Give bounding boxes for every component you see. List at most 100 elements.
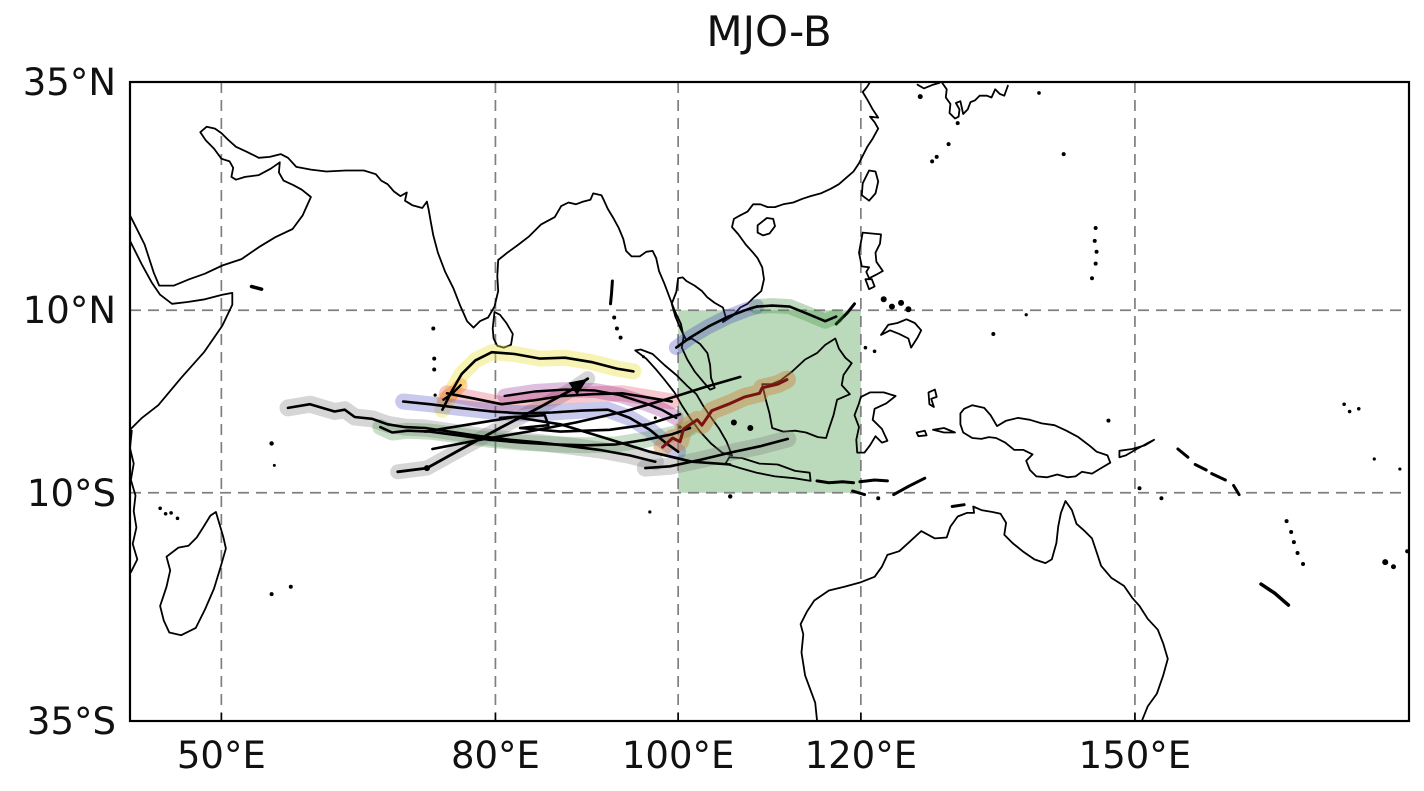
coastline-mindanao	[880, 318, 923, 349]
coastline-mindoro	[864, 278, 876, 291]
coastline-new-guinea	[959, 404, 1112, 479]
island-dot-0	[431, 326, 436, 331]
island-dot-8	[169, 511, 173, 515]
island-bali-lombok-sumbawa	[815, 479, 855, 485]
coastline-australia	[799, 500, 1169, 721]
island-dot-21	[898, 299, 905, 306]
island-dot-9	[175, 516, 180, 521]
island-dot-25	[917, 94, 923, 100]
coastline-borneo	[761, 337, 853, 439]
y-tick-label-10: 10°N	[23, 289, 116, 332]
island-solomons-2	[1193, 463, 1208, 472]
island-new-caledonia	[1259, 582, 1291, 607]
island-dot-13	[728, 494, 733, 499]
island-dot-14	[612, 315, 617, 320]
island-dot-58	[876, 496, 881, 501]
track-line-layer	[286, 304, 838, 474]
island-dot-12	[648, 510, 652, 514]
island-dot-51	[1347, 409, 1352, 414]
island-dot-41	[1159, 496, 1164, 501]
x-tick-label-120: 120°E	[805, 734, 918, 777]
map-frame-layer	[128, 80, 1411, 723]
coastline-hainan	[756, 217, 776, 237]
coastline-japan-south	[941, 82, 1009, 120]
island-flores	[858, 478, 889, 484]
island-dot-37	[1092, 238, 1097, 243]
island-dot-30	[1037, 91, 1041, 95]
island-dot-35	[1093, 261, 1098, 266]
island-dot-15	[614, 326, 619, 331]
island-dot-17	[730, 419, 737, 426]
island-dot-1	[432, 356, 437, 361]
island-dot-50	[1342, 402, 1346, 407]
island-andaman	[609, 279, 614, 306]
island-solomons-3	[1210, 472, 1227, 482]
island-dot-20	[888, 303, 895, 310]
island-dot-26	[930, 159, 935, 164]
purple-track	[503, 388, 678, 420]
blue-northeast-track	[674, 305, 759, 349]
red-track	[445, 391, 674, 406]
island-solomons-4	[1232, 484, 1241, 497]
yellow-track	[441, 350, 635, 412]
island-dot-23	[863, 345, 868, 350]
island-dot-28	[946, 142, 951, 147]
coastline-taiwan	[860, 169, 880, 202]
y-tick-label--35: 35°S	[27, 700, 116, 743]
island-dot-48	[1390, 564, 1396, 570]
green-northeast-track	[755, 304, 838, 323]
island-dot-16	[618, 335, 623, 340]
coastline-seram	[932, 427, 956, 434]
coastline-layer	[129, 81, 1410, 721]
coastline-madagascar	[159, 511, 227, 637]
y-tick-label--10: 10°S	[27, 472, 116, 515]
tan-darkred-track	[661, 378, 789, 449]
island-palawan	[834, 302, 856, 326]
coastline-arabia-redsea-to-gulf	[129, 81, 880, 391]
island-dot-43	[1289, 530, 1294, 535]
island-dot-24	[872, 349, 877, 354]
x-tick-label-80: 80°E	[451, 734, 540, 777]
island-sumba	[851, 489, 866, 497]
coastline-buru	[915, 429, 928, 438]
island-dot-22	[905, 306, 912, 313]
gray-diagonal-track-arrowhead	[568, 378, 588, 395]
coastline-sulawesi	[853, 391, 897, 454]
island-dot-42	[1284, 519, 1289, 524]
island-dot-44	[1291, 540, 1296, 545]
island-dot-19	[880, 296, 887, 303]
coastline-luzon	[858, 231, 884, 280]
island-dot-31	[1061, 152, 1066, 157]
island-dot-34	[1089, 276, 1094, 281]
green-west-track	[378, 425, 692, 447]
coastline-africa-horn	[129, 239, 234, 430]
island-dot-18	[747, 424, 754, 431]
island-dot-57	[678, 425, 682, 429]
island-melville	[950, 503, 966, 508]
island-dot-3	[433, 393, 437, 397]
island-timor	[892, 476, 927, 497]
coastline-halmahera	[927, 388, 938, 408]
island-dot-38	[1093, 226, 1098, 231]
island-dot-4	[269, 441, 274, 446]
island-dot-6	[158, 506, 162, 511]
island-dot-10	[269, 592, 274, 597]
x-tick-label-150: 150°E	[1079, 734, 1192, 777]
island-dot-52	[1356, 407, 1361, 411]
chart-title: MJO-B	[706, 7, 831, 56]
island-dot-40	[1137, 486, 1142, 491]
coastline-new-britain	[1118, 438, 1155, 459]
island-dot-5	[272, 463, 276, 467]
island-socotra	[249, 284, 264, 291]
island-dot-29	[955, 121, 960, 126]
island-solomons-1	[1176, 447, 1190, 459]
coastline-sri-lanka	[491, 311, 514, 349]
coastline-java	[724, 456, 812, 482]
coastline-africa-east-coast	[129, 429, 139, 574]
gray-diagonal-track-marker-0	[423, 465, 430, 472]
island-dot-54	[1398, 467, 1402, 471]
island-dot-32	[991, 331, 996, 336]
